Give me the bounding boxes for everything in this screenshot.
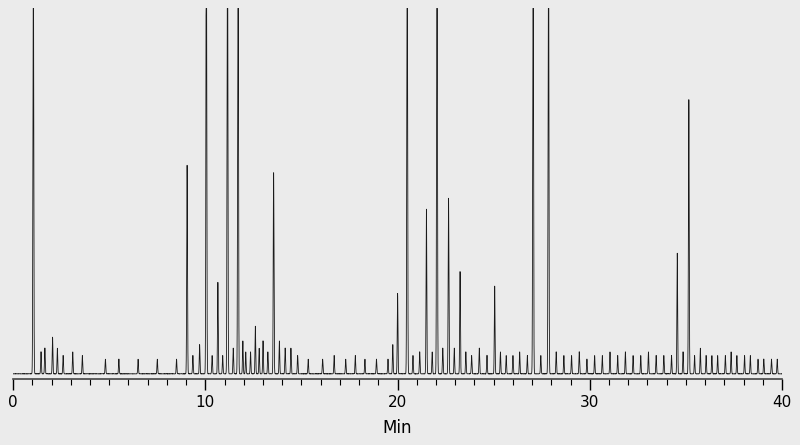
X-axis label: Min: Min	[383, 419, 412, 437]
